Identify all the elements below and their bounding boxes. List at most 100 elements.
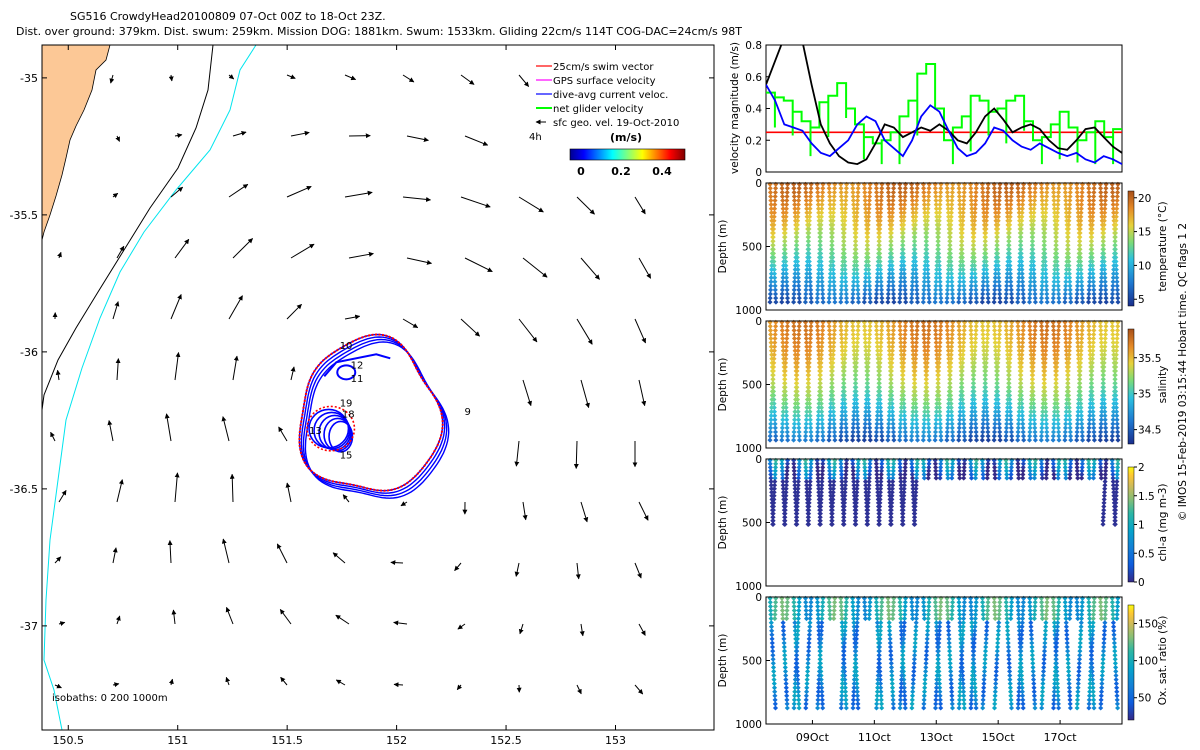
section-sample xyxy=(827,271,833,277)
section-sample xyxy=(843,189,849,195)
map-xtick-label: 150.5 xyxy=(53,734,85,747)
section-sample xyxy=(878,287,885,293)
geo-velocity-arrow xyxy=(225,676,231,686)
section-sample xyxy=(771,222,777,228)
geo-velocity-arrow xyxy=(286,303,302,320)
section-sample xyxy=(885,299,891,305)
section-sample xyxy=(803,287,809,293)
section-sample xyxy=(779,189,785,195)
section-sample xyxy=(780,202,786,208)
chla-colorbar-tick-label: 0 xyxy=(1138,577,1145,589)
speed-colorbar-label: (m/s) xyxy=(610,131,642,144)
salinity-colorbar xyxy=(1127,328,1135,445)
section-sample xyxy=(866,283,873,289)
section-ytick-label: 0 xyxy=(755,316,762,328)
section-sample xyxy=(867,189,873,195)
section-sample xyxy=(795,202,801,208)
section-sample xyxy=(839,202,845,208)
section-sample xyxy=(815,279,821,285)
track-day-label: 10 xyxy=(340,341,353,352)
section-sample xyxy=(784,287,790,293)
section-sample xyxy=(901,206,907,212)
velocity-series-group xyxy=(766,45,1122,166)
legend-dive-avg: dive-avg current veloc. xyxy=(553,90,668,101)
section-sample xyxy=(897,283,904,289)
section-sample xyxy=(818,214,824,220)
geo-velocity-arrow xyxy=(576,196,595,215)
geo-velocity-arrow xyxy=(221,538,230,564)
geo-velocity-arrow xyxy=(290,130,310,137)
velocity-ytick-label: 0.8 xyxy=(745,40,762,52)
track-day-label: 19 xyxy=(340,399,353,410)
geo-velocity-arrow xyxy=(390,560,404,566)
section-sample xyxy=(852,242,858,248)
section-sample xyxy=(805,250,811,256)
geo-velocity-arrow xyxy=(454,562,462,572)
geo-velocity-arrow xyxy=(50,431,56,442)
section-sample xyxy=(817,250,823,256)
geo-velocity-arrow xyxy=(634,318,646,344)
section-sample xyxy=(864,238,870,244)
section-sample xyxy=(816,258,822,265)
section-sample xyxy=(828,258,834,265)
section-sample xyxy=(852,254,858,260)
geo-velocity-arrow xyxy=(402,318,419,329)
geo-velocity-arrow xyxy=(638,379,647,407)
section-sample xyxy=(803,291,809,297)
geo-velocity-arrow xyxy=(406,257,433,265)
section-sample xyxy=(839,283,845,289)
section-sample xyxy=(914,189,920,195)
section-sample xyxy=(862,287,868,293)
geo-velocity-arrow xyxy=(460,74,475,85)
section-sample xyxy=(843,287,849,293)
section-sample xyxy=(772,283,778,289)
track-day-label: 18 xyxy=(342,410,355,421)
chla-colorbar-tick-label: 0.5 xyxy=(1138,548,1155,560)
section-sample xyxy=(840,254,846,260)
geo-velocity-arrow xyxy=(402,196,432,202)
section-sample xyxy=(852,250,858,256)
section-sample xyxy=(862,189,868,195)
section-sample xyxy=(838,291,844,297)
section-sample xyxy=(890,287,896,293)
section-sample xyxy=(796,283,802,289)
section-sample xyxy=(781,246,787,252)
section-sample xyxy=(902,279,908,285)
section-sample xyxy=(819,283,825,289)
geo-velocity-arrow xyxy=(228,74,235,80)
section-sample xyxy=(897,189,903,195)
inner-swim-vectors xyxy=(306,405,356,452)
section-sample xyxy=(886,271,892,277)
section-sample xyxy=(805,254,811,260)
geo-velocity-arrow xyxy=(522,379,532,407)
map-ytick-label: -36 xyxy=(20,346,38,359)
geo-velocity-arrow xyxy=(335,679,346,686)
geo-velocity-arrow xyxy=(174,472,180,503)
geo-velocity-arrow xyxy=(464,257,493,273)
section-sample xyxy=(773,299,779,305)
geo-velocity-arrow xyxy=(168,678,174,686)
geo-velocity-arrow xyxy=(225,606,234,625)
section-sample xyxy=(899,258,905,265)
section-sample xyxy=(887,258,893,265)
geo-velocity-arrow xyxy=(634,684,644,695)
section-sample xyxy=(770,230,776,236)
section-sample xyxy=(851,263,857,269)
section-sample xyxy=(784,291,790,297)
velocity-ylabel: velocity magnitude (m/s) xyxy=(729,42,741,174)
geo-velocity-arrow xyxy=(112,192,119,199)
map-xtick-label: 151 xyxy=(167,734,188,747)
geo-velocity-arrow xyxy=(348,251,374,259)
geo-velocity-arrow xyxy=(112,301,120,320)
map-ytick-label: -36.5 xyxy=(10,483,38,496)
section-sample xyxy=(780,279,786,285)
geo-velocity-arrow xyxy=(393,620,408,626)
section-sample xyxy=(874,283,880,289)
velocity-series-net-glider xyxy=(766,63,1122,165)
section-sample xyxy=(827,287,833,293)
geo-velocity-arrow xyxy=(290,366,296,381)
section-sample xyxy=(793,242,799,248)
section-sample xyxy=(796,291,802,297)
section-sample xyxy=(902,185,908,191)
section-sample xyxy=(820,295,826,301)
